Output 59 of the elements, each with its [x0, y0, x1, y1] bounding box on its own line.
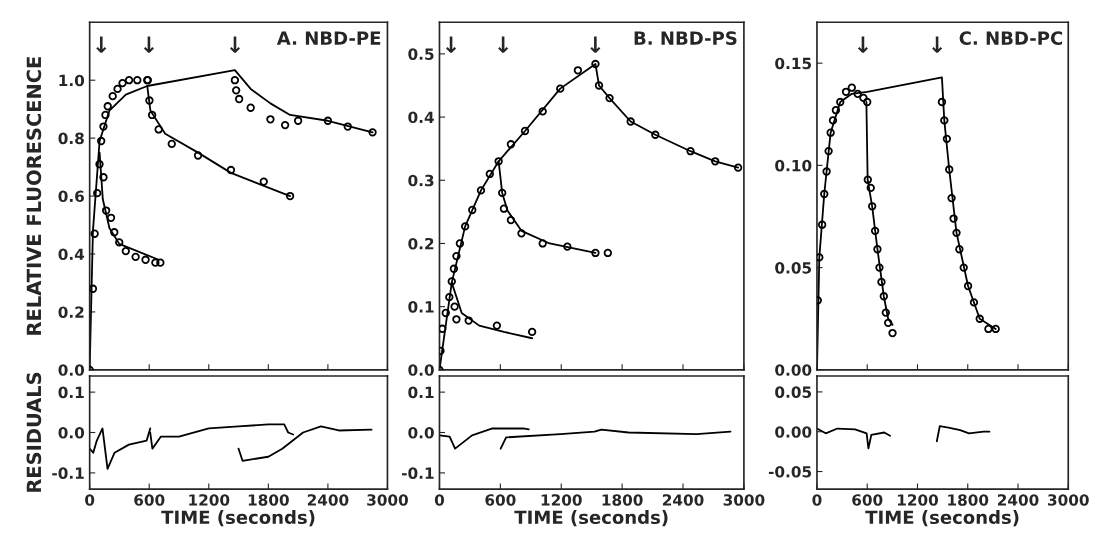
x-axis-title: TIME (seconds) — [865, 510, 1019, 527]
x-tick-label: 3000 — [367, 494, 408, 506]
y-tick-label: 0.00 — [775, 364, 812, 376]
x-tick-label: 0 — [812, 494, 822, 506]
y-tick-label: 0.05 — [775, 386, 812, 398]
annotation: ↓ — [498, 36, 509, 53]
x-tick-label: 2400 — [997, 494, 1039, 506]
y-tick-label: -0.1 — [52, 467, 84, 479]
y-tick-label: 0.4 — [58, 248, 85, 261]
y-tick-label: 0.5 — [408, 48, 434, 60]
y-tick-label: 0.05 — [775, 262, 812, 274]
x-tick-label: 2400 — [662, 494, 704, 506]
annotation: ↓ — [446, 36, 457, 53]
y-tick-label: 0.1 — [58, 386, 84, 399]
y-tick-label: 0.0 — [58, 364, 85, 376]
y-tick-label: 0.2 — [58, 306, 84, 318]
y-axis-title: RESIDUALS — [26, 372, 42, 492]
y-tick-label: 0.0 — [408, 426, 434, 439]
x-axis-title: TIME (seconds) — [514, 510, 668, 527]
x-tick-label: 0 — [85, 494, 95, 506]
x-tick-label: 600 — [485, 494, 516, 506]
y-tick-label: 0.2 — [408, 237, 434, 250]
annotation: A. NBD-PE — [276, 31, 381, 45]
y-tick-label: 0.4 — [408, 111, 434, 124]
annotation: ↓ — [229, 36, 241, 53]
y-tick-label: 0.00 — [775, 426, 812, 438]
x-tick-label: 3000 — [723, 494, 765, 506]
annotation: C. NBD-PC — [959, 31, 1063, 45]
y-tick-label: 0.0 — [408, 364, 434, 376]
x-tick-label: 1200 — [541, 494, 582, 506]
y-tick-label: 0.10 — [775, 159, 812, 172]
x-tick-label: 600 — [852, 494, 883, 506]
y-axis-title: RELATIVE FLUORESCENCE — [26, 57, 42, 335]
y-tick-label: 0.0 — [58, 426, 85, 439]
x-tick-label: 1200 — [897, 494, 939, 506]
y-tick-label: 0.15 — [775, 57, 812, 70]
y-tick-label: 0.8 — [58, 132, 84, 145]
y-tick-label: -0.05 — [768, 465, 812, 478]
x-tick-label: 0 — [434, 494, 445, 506]
annotation: B. NBD-PS — [634, 31, 737, 45]
x-tick-label: 1200 — [189, 494, 230, 506]
x-tick-label: 3000 — [1048, 494, 1089, 506]
annotation: ↓ — [590, 36, 601, 53]
y-tick-label: 1.0 — [59, 74, 85, 87]
y-tick-label: 0.1 — [408, 301, 434, 313]
x-tick-label: 2400 — [307, 494, 349, 506]
y-tick-label: 0.3 — [408, 174, 434, 187]
annotation: ↓ — [932, 36, 943, 53]
x-tick-label: 600 — [134, 494, 165, 506]
y-tick-label: 0.6 — [58, 190, 84, 203]
y-tick-label: -0.1 — [402, 467, 434, 479]
annotation: ↓ — [96, 36, 107, 53]
annotation: ↓ — [857, 36, 868, 53]
x-tick-label: 1800 — [248, 494, 289, 506]
annotation: ↓ — [143, 36, 154, 53]
x-tick-label: 1800 — [948, 494, 989, 506]
x-tick-label: 1800 — [602, 494, 643, 506]
y-tick-label: 0.1 — [408, 386, 434, 399]
x-axis-title: TIME (seconds) — [161, 510, 315, 527]
